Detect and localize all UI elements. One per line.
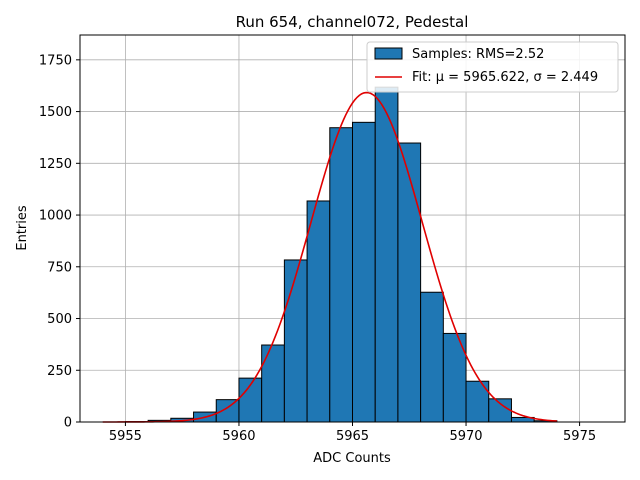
legend-samples-label: Samples: RMS=2.52 (412, 47, 544, 62)
histogram-bar (215, 399, 240, 423)
histogram-bar (283, 259, 308, 423)
legend-box (366, 41, 619, 93)
y-tick-label: 1500 (39, 105, 72, 120)
chart-title: Run 654, channel072, Pedestal (236, 13, 469, 31)
histogram-bar (420, 291, 444, 423)
x-tick-label: 5970 (449, 429, 482, 444)
y-tick-label: 0 (64, 416, 72, 431)
legend-samples-swatch (374, 47, 403, 60)
x-tick-label: 5955 (109, 429, 142, 444)
histogram-bar (397, 142, 422, 423)
histogram-bar (374, 86, 399, 423)
y-tick-label: 500 (47, 312, 72, 327)
fit-curve (102, 91, 557, 423)
histogram-bar (488, 398, 512, 423)
histogram-bar (329, 127, 353, 423)
histogram-bar (352, 121, 376, 423)
histogram-bars (124, 86, 558, 423)
y-tick-label: 250 (47, 364, 72, 379)
x-tick-label: 5965 (336, 429, 369, 444)
x-tick-label: 5960 (222, 429, 255, 444)
legend-fit-label: Fit: μ = 5965.622, σ = 2.449 (412, 70, 598, 85)
x-axis-ticks: 5955 5960 5965 5970 5975 (109, 422, 596, 444)
y-tick-label: 1250 (39, 157, 72, 172)
legend: Samples: RMS=2.52 Fit: μ = 5965.622, σ =… (366, 41, 619, 93)
histogram-bar (261, 344, 285, 423)
y-axis-ticks: 0 250 500 750 1000 1250 1500 1750 (39, 53, 80, 431)
y-tick-label: 1750 (39, 53, 72, 68)
histogram-bar (306, 200, 331, 423)
y-tick-label: 750 (47, 260, 72, 275)
x-axis-label: ADC Counts (313, 451, 391, 466)
x-tick-label: 5975 (563, 429, 596, 444)
y-tick-label: 1000 (39, 209, 72, 224)
y-axis-label: Entries (15, 205, 30, 251)
